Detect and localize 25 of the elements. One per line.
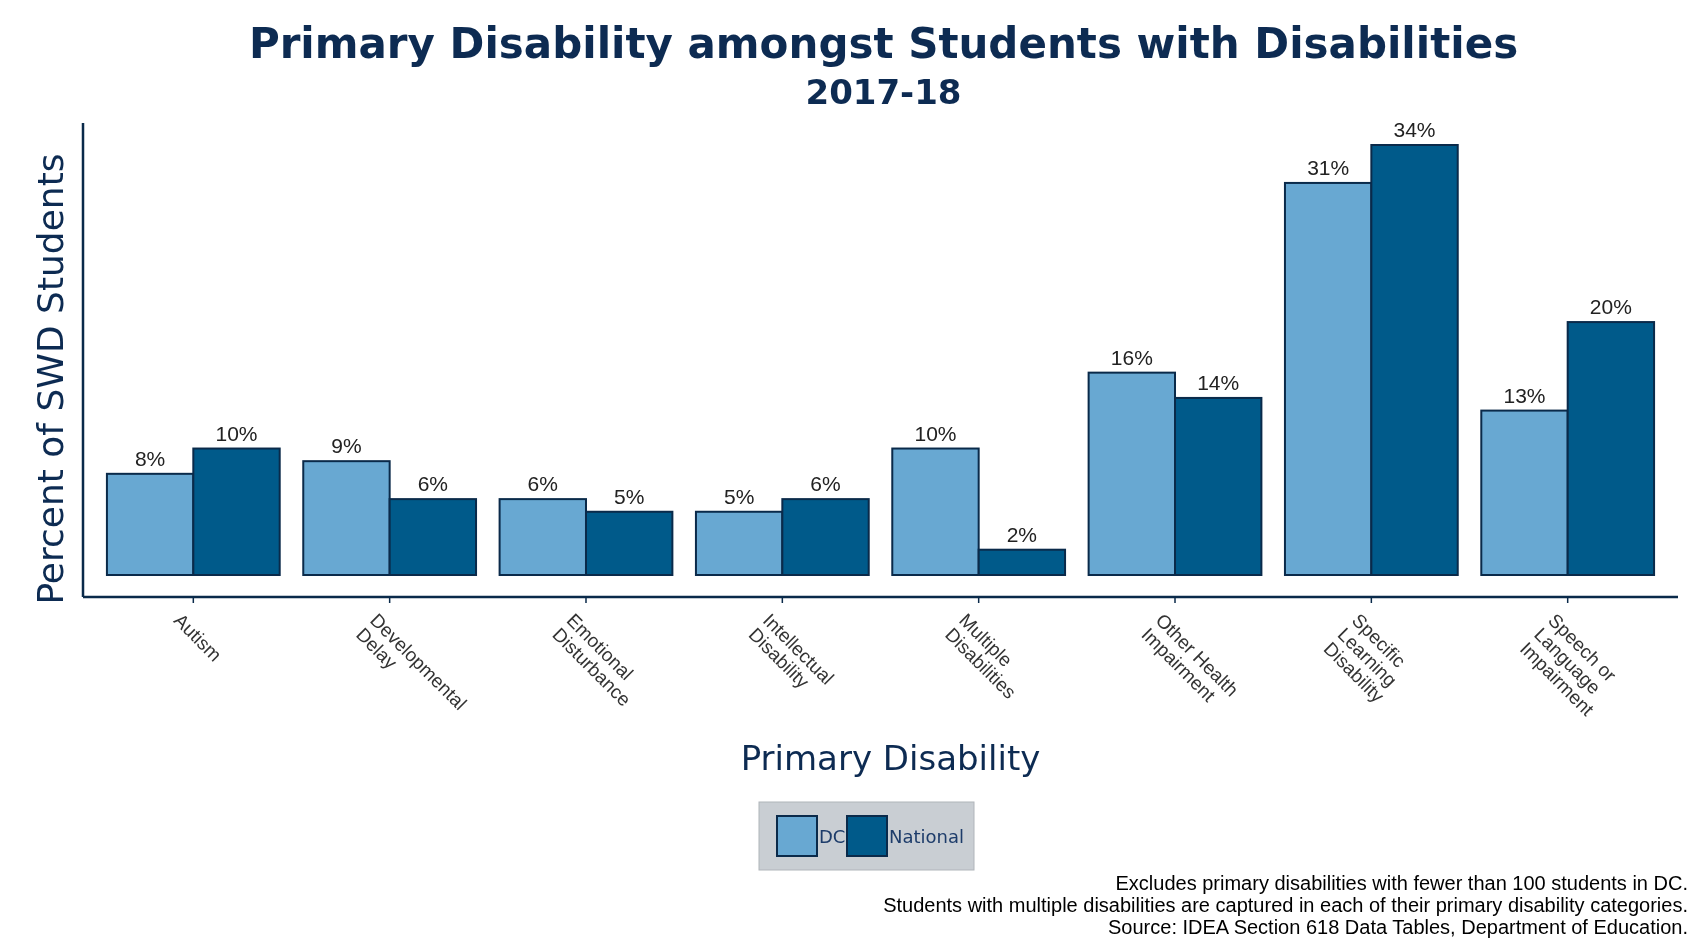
data-label: 20% xyxy=(1589,295,1632,319)
data-label: 13% xyxy=(1503,383,1546,407)
text: Students with multiple disabilities are captured in each of their primary disability categories. xyxy=(883,894,1688,916)
chart-subtitle: 2017-18 xyxy=(805,72,962,112)
data-label: 6% xyxy=(527,472,558,496)
y-axis-title: Percent of SWD Students xyxy=(30,153,71,605)
data-label: 6% xyxy=(810,472,841,496)
data-label: 16% xyxy=(1110,345,1153,369)
text: Excludes primary disabilities with fewer than 100 students in DC. xyxy=(1115,872,1688,894)
legend-label: National xyxy=(889,826,965,847)
data-label: 31% xyxy=(1307,155,1350,179)
data-label: 8% xyxy=(134,446,166,470)
data-label: 6% xyxy=(417,472,449,496)
chart-title: Primary Disability amongst Students with Disabilities xyxy=(248,19,1519,68)
data-label: 10% xyxy=(914,421,957,445)
legend-label: DC xyxy=(819,826,846,847)
data-label: 14% xyxy=(1197,370,1240,394)
data-label: 34% xyxy=(1393,118,1436,141)
data-label: 5% xyxy=(723,484,755,508)
data-label: 2% xyxy=(1006,522,1038,546)
data-label: 5% xyxy=(614,484,645,508)
x-axis-title: Primary Disability xyxy=(740,738,1041,778)
data-label: 10% xyxy=(215,421,258,445)
source-note: Source: IDEA Section 618 Data Tables, Department of Education. xyxy=(1108,916,1688,938)
data-label: 9% xyxy=(331,434,362,458)
